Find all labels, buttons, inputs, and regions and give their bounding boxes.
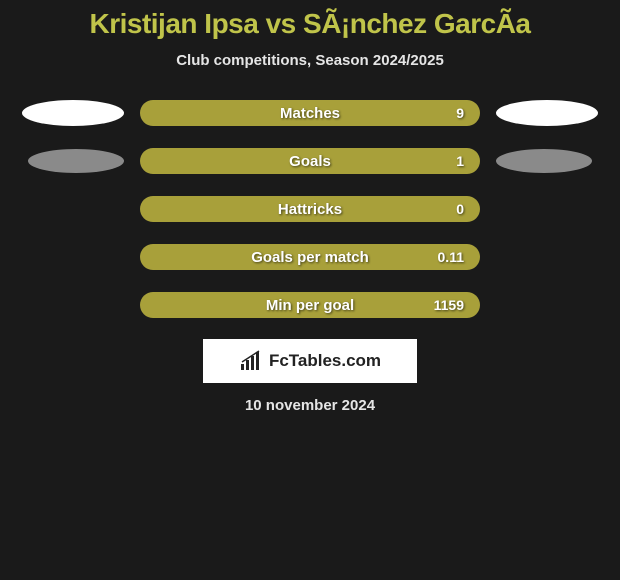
stat-value: 1159 [434, 297, 464, 313]
stat-bar: Matches 9 [140, 100, 480, 126]
page-subtitle: Club competitions, Season 2024/2025 [0, 52, 620, 69]
stat-label: Min per goal [266, 297, 354, 314]
stat-bar: Goals per match 0.11 [140, 244, 480, 270]
stat-label: Hattricks [278, 201, 342, 218]
comparison-infographic: Kristijan Ipsa vs SÃ¡nchez GarcÃ­a Club … [0, 0, 620, 414]
right-marker-ellipse [496, 100, 598, 126]
brand-footer: FcTables.com [203, 339, 417, 383]
stat-value: 0.11 [438, 249, 464, 265]
stat-bar: Min per goal 1159 [140, 292, 480, 318]
stat-value: 9 [456, 105, 464, 121]
stat-label: Goals per match [251, 249, 369, 266]
chart-bars-icon [239, 350, 265, 372]
date-text: 10 november 2024 [0, 397, 620, 414]
stat-row-matches: Matches 9 [0, 99, 620, 127]
page-title: Kristijan Ipsa vs SÃ¡nchez GarcÃ­a [0, 8, 620, 40]
stat-label: Goals [289, 153, 331, 170]
stat-row-hattricks: Hattricks 0 [0, 195, 620, 223]
stat-value: 1 [456, 153, 464, 169]
stat-row-goals-per-match: Goals per match 0.11 [0, 243, 620, 271]
stat-label: Matches [280, 105, 340, 122]
stat-row-goals: Goals 1 [0, 147, 620, 175]
stat-value: 0 [456, 201, 464, 217]
right-marker-ellipse [496, 149, 592, 173]
stat-bar: Hattricks 0 [140, 196, 480, 222]
left-marker-ellipse [22, 100, 124, 126]
left-marker-ellipse [28, 149, 124, 173]
stat-bar: Goals 1 [140, 148, 480, 174]
brand-text: FcTables.com [269, 351, 381, 371]
stat-row-min-per-goal: Min per goal 1159 [0, 291, 620, 319]
brand-logo: FcTables.com [239, 350, 381, 372]
